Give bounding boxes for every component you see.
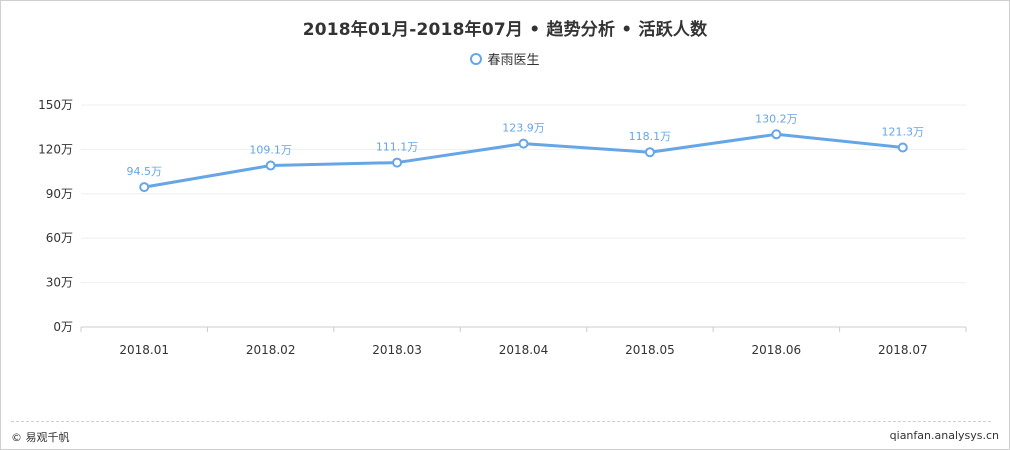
data-label: 121.3万 — [882, 125, 925, 138]
x-tick-label: 2018.07 — [878, 343, 928, 357]
footer-brand: © 易观千帆 — [11, 431, 70, 444]
x-tick-label: 2018.01 — [119, 343, 169, 357]
legend-circle-icon — [470, 52, 483, 65]
legend: 春雨医生 — [1, 49, 1009, 69]
y-tick-label: 120万 — [38, 142, 73, 156]
y-tick-label: 30万 — [46, 276, 73, 290]
y-tick-label: 90万 — [46, 187, 73, 201]
data-point — [518, 138, 529, 149]
x-tick-label: 2018.02 — [246, 343, 296, 357]
data-point — [897, 142, 908, 153]
data-label: 130.2万 — [755, 112, 798, 125]
legend-label: 春雨医生 — [487, 53, 540, 68]
y-tick-label: 60万 — [46, 231, 73, 245]
data-point — [392, 157, 403, 168]
footer-url: qianfan.analysys.cn — [889, 429, 999, 442]
footer-divider — [11, 421, 991, 422]
x-tick-label: 2018.05 — [625, 343, 675, 357]
legend-item-series[interactable]: 春雨医生 — [470, 49, 540, 68]
x-tick-label: 2018.04 — [499, 343, 549, 357]
data-point — [644, 147, 655, 158]
x-tick-label: 2018.06 — [752, 343, 802, 357]
data-label: 109.1万 — [249, 144, 292, 157]
data-label: 123.9万 — [502, 122, 545, 135]
y-tick-label: 0万 — [53, 320, 73, 334]
data-label: 118.1万 — [629, 130, 672, 143]
data-point — [139, 182, 150, 193]
data-point — [771, 129, 782, 140]
x-tick-label: 2018.03 — [372, 343, 422, 357]
data-label: 111.1万 — [376, 141, 419, 154]
y-tick-label: 150万 — [38, 98, 73, 112]
data-label: 94.5万 — [126, 165, 162, 178]
chart-title: 2018年01月-2018年07月 • 趋势分析 • 活跃人数 — [302, 20, 708, 40]
data-point — [265, 160, 276, 171]
